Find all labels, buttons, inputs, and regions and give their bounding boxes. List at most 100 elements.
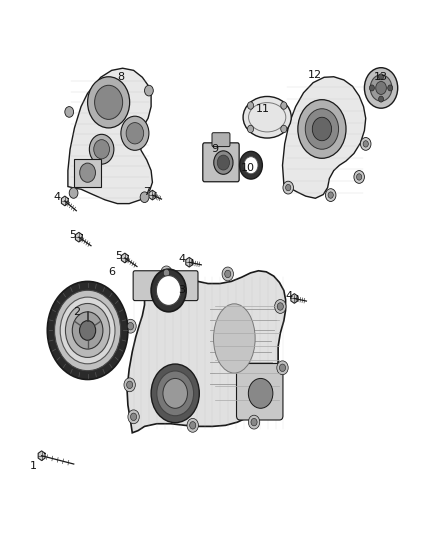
Circle shape xyxy=(298,100,346,158)
Circle shape xyxy=(69,188,78,198)
Text: 11: 11 xyxy=(256,104,270,114)
Circle shape xyxy=(128,410,139,424)
Circle shape xyxy=(65,303,110,358)
Circle shape xyxy=(145,85,153,96)
Circle shape xyxy=(127,322,134,330)
Circle shape xyxy=(156,276,181,305)
Circle shape xyxy=(312,117,332,141)
Text: 6: 6 xyxy=(108,267,115,277)
Circle shape xyxy=(279,364,286,372)
Polygon shape xyxy=(149,190,156,200)
Polygon shape xyxy=(61,196,68,206)
Circle shape xyxy=(161,266,172,280)
Circle shape xyxy=(95,85,123,119)
Circle shape xyxy=(354,171,364,183)
Text: 2: 2 xyxy=(73,307,80,317)
Circle shape xyxy=(281,102,287,109)
Polygon shape xyxy=(121,253,128,263)
Circle shape xyxy=(125,319,136,333)
Polygon shape xyxy=(38,451,45,461)
Polygon shape xyxy=(127,271,286,433)
Text: 9: 9 xyxy=(211,144,218,154)
Circle shape xyxy=(126,123,144,144)
Circle shape xyxy=(247,125,254,133)
Circle shape xyxy=(369,85,374,91)
Circle shape xyxy=(217,155,230,170)
Circle shape xyxy=(360,138,371,150)
Circle shape xyxy=(65,107,74,117)
Text: 13: 13 xyxy=(374,72,388,82)
Circle shape xyxy=(363,141,368,147)
Circle shape xyxy=(121,116,149,150)
Circle shape xyxy=(127,381,133,389)
Circle shape xyxy=(187,418,198,432)
Text: 4: 4 xyxy=(53,192,60,202)
Text: 4: 4 xyxy=(178,254,185,263)
FancyBboxPatch shape xyxy=(133,271,198,301)
Circle shape xyxy=(277,303,283,310)
Text: 1: 1 xyxy=(29,462,36,471)
Text: 5: 5 xyxy=(69,230,76,239)
Circle shape xyxy=(225,270,231,278)
Text: 4: 4 xyxy=(286,291,293,301)
Circle shape xyxy=(222,267,233,281)
Circle shape xyxy=(248,415,260,429)
Text: 12: 12 xyxy=(308,70,322,79)
Circle shape xyxy=(378,96,384,102)
Text: 8: 8 xyxy=(117,72,124,82)
Circle shape xyxy=(376,82,386,94)
Circle shape xyxy=(286,184,291,191)
FancyBboxPatch shape xyxy=(203,143,239,182)
Circle shape xyxy=(364,68,398,108)
Circle shape xyxy=(80,163,95,182)
Circle shape xyxy=(283,181,293,194)
Circle shape xyxy=(281,125,287,133)
Polygon shape xyxy=(186,257,193,267)
Ellipse shape xyxy=(214,304,255,373)
Circle shape xyxy=(47,281,128,379)
Circle shape xyxy=(357,174,362,180)
Circle shape xyxy=(163,269,170,277)
Polygon shape xyxy=(291,294,298,303)
Circle shape xyxy=(370,75,392,101)
Ellipse shape xyxy=(243,96,291,138)
Circle shape xyxy=(88,77,130,128)
FancyBboxPatch shape xyxy=(212,133,230,147)
Circle shape xyxy=(214,151,233,174)
Circle shape xyxy=(60,297,115,364)
Polygon shape xyxy=(68,68,152,204)
Circle shape xyxy=(251,418,257,426)
Text: 5: 5 xyxy=(115,251,122,261)
Circle shape xyxy=(55,290,120,370)
Circle shape xyxy=(244,157,258,174)
FancyBboxPatch shape xyxy=(74,159,101,187)
Text: 3: 3 xyxy=(178,286,185,295)
Circle shape xyxy=(151,364,199,423)
Polygon shape xyxy=(75,232,82,242)
Circle shape xyxy=(72,312,103,349)
Circle shape xyxy=(94,140,110,159)
Circle shape xyxy=(248,378,273,408)
Circle shape xyxy=(275,300,286,313)
FancyBboxPatch shape xyxy=(237,364,283,420)
Circle shape xyxy=(190,422,196,429)
Circle shape xyxy=(163,378,187,408)
Text: 7: 7 xyxy=(143,187,150,197)
Circle shape xyxy=(124,378,135,392)
Circle shape xyxy=(247,102,254,109)
Circle shape xyxy=(140,192,149,203)
Text: 10: 10 xyxy=(240,163,254,173)
Circle shape xyxy=(388,85,393,91)
Circle shape xyxy=(131,413,137,421)
Circle shape xyxy=(157,371,194,416)
Circle shape xyxy=(89,134,114,164)
Circle shape xyxy=(277,361,288,375)
Circle shape xyxy=(151,269,186,312)
Circle shape xyxy=(328,192,333,198)
Circle shape xyxy=(325,189,336,201)
Polygon shape xyxy=(283,77,366,198)
Circle shape xyxy=(305,109,339,149)
Circle shape xyxy=(378,74,384,80)
Circle shape xyxy=(80,321,95,340)
Circle shape xyxy=(240,151,262,179)
